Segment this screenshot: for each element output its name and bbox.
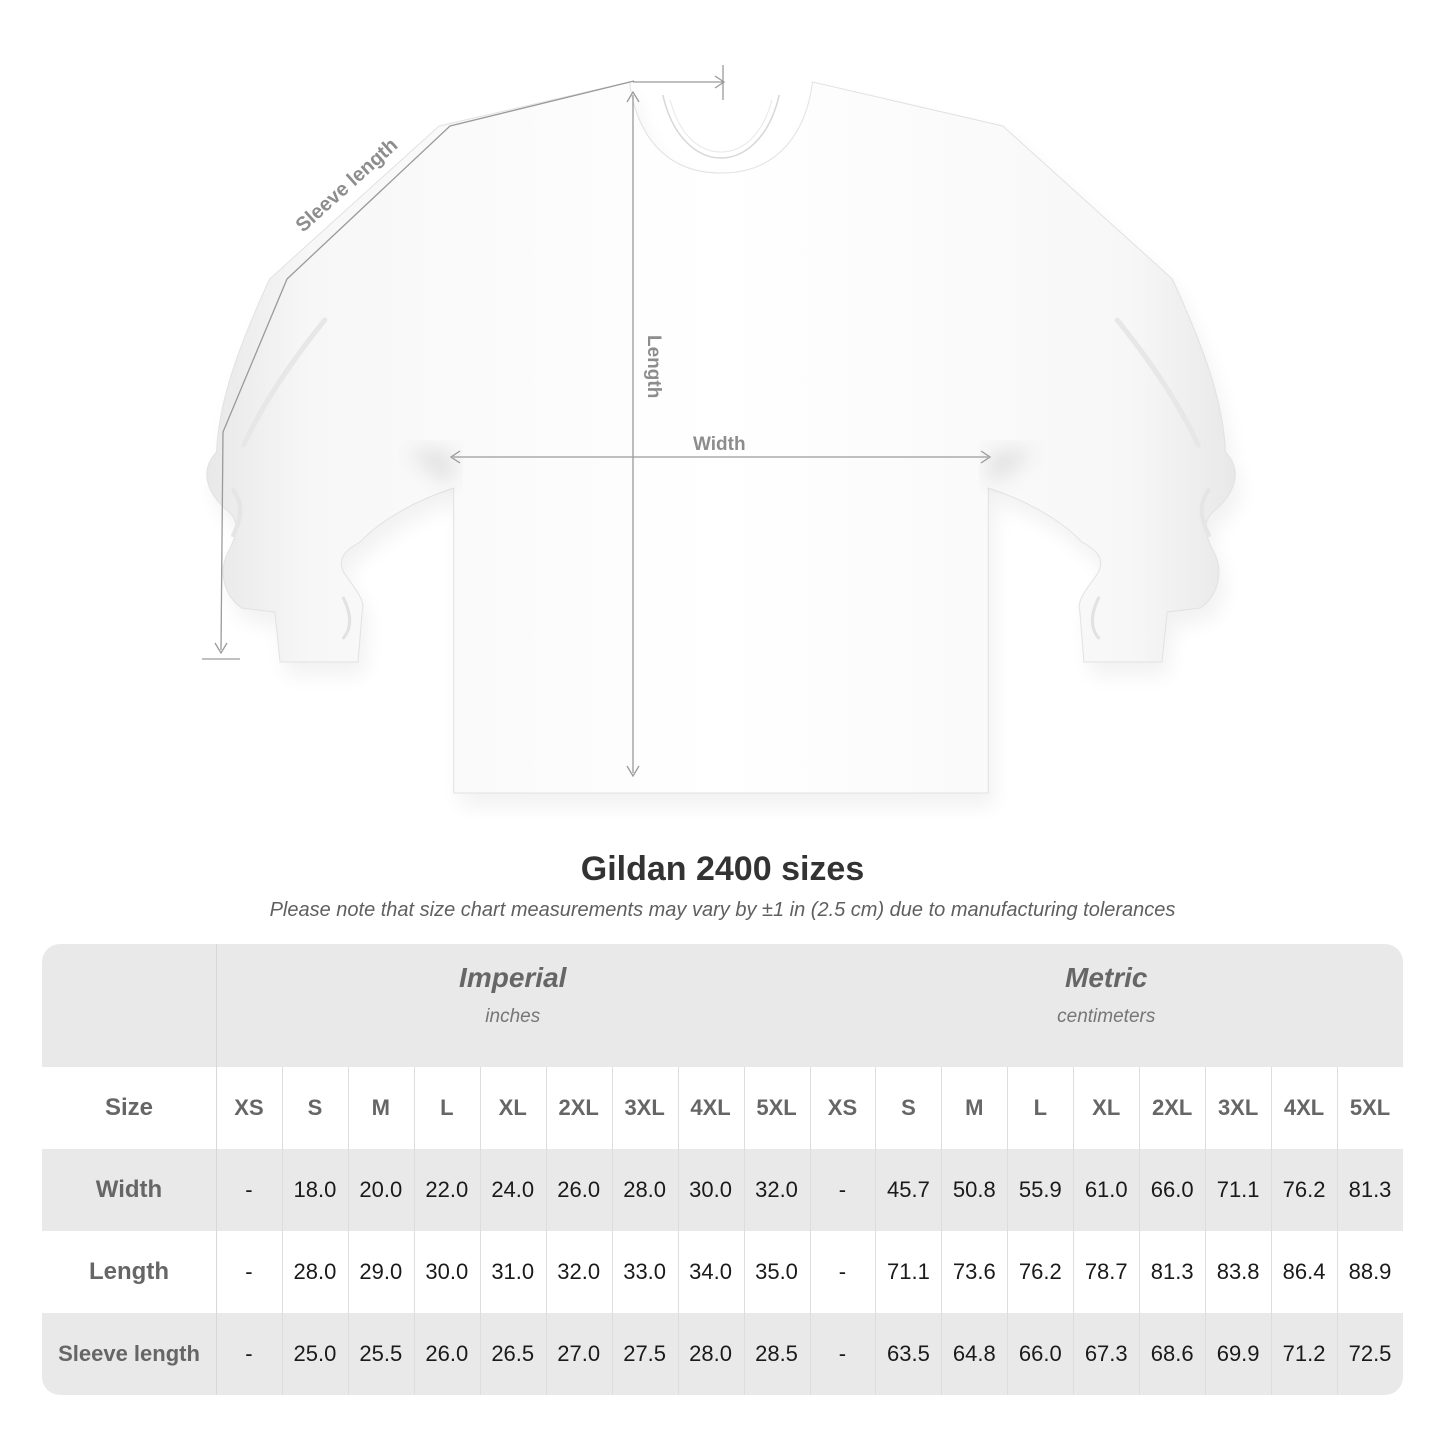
svg-text:Width: Width [693,434,746,455]
svg-text:Length: Length [643,335,664,398]
